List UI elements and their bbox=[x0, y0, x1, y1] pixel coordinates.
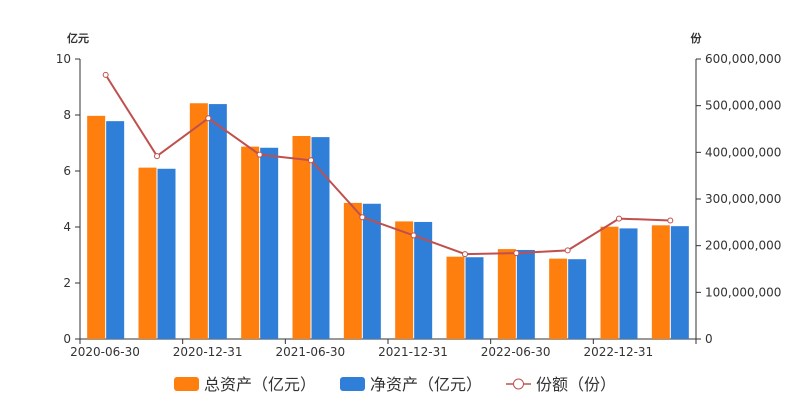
left-axis-tick-label: 6 bbox=[63, 164, 71, 178]
left-axis-unit-label: 亿元 bbox=[67, 31, 89, 45]
legend-swatch bbox=[340, 377, 365, 391]
bar-net-assets bbox=[208, 104, 227, 339]
right-axis-tick-label: 300,000,000 bbox=[705, 192, 781, 206]
legend-item: 总资产（亿元） bbox=[174, 375, 316, 394]
axes-layer: 亿元 份 0 2 4 6 8 10 0 100,000,000 200,000,000 300,000… bbox=[56, 31, 782, 359]
left-axis-tick-label: 4 bbox=[63, 220, 71, 234]
share-point bbox=[359, 214, 366, 221]
share-point bbox=[667, 217, 674, 224]
legend-item: 净资产（亿元） bbox=[340, 375, 482, 394]
line-layer bbox=[102, 71, 674, 258]
share-point bbox=[564, 247, 571, 254]
share-point bbox=[616, 215, 622, 222]
share-point bbox=[154, 153, 160, 160]
left-axis-tick-label: 8 bbox=[63, 108, 71, 122]
bar-total-assets bbox=[138, 167, 157, 339]
bar-total-assets bbox=[189, 103, 208, 340]
x-axis-tick-label: 2022-06-30 bbox=[481, 345, 551, 359]
legend-label: 总资产（亿元） bbox=[204, 375, 316, 394]
x-axis-tick-label: 2020-06-30 bbox=[70, 345, 140, 359]
bar-total-assets bbox=[600, 226, 619, 339]
bar-net-assets bbox=[157, 168, 176, 339]
bar-net-assets bbox=[106, 121, 125, 339]
bar-net-assets bbox=[362, 203, 381, 339]
bar-total-assets bbox=[446, 256, 465, 339]
bar-net-assets bbox=[465, 257, 484, 339]
share-point bbox=[205, 115, 212, 122]
x-axis-tick-label: 2020-12-31 bbox=[173, 345, 243, 359]
x-axis-tick-label: 2021-12-31 bbox=[378, 345, 448, 359]
bar-total-assets bbox=[395, 221, 414, 339]
bars-layer bbox=[87, 103, 689, 340]
right-axis-tick-label: 200,000,000 bbox=[705, 239, 781, 253]
share-point bbox=[462, 251, 468, 258]
x-axis-tick-label: 2022-12-31 bbox=[583, 345, 653, 359]
bar-total-assets bbox=[87, 115, 106, 339]
legend-label: 份额（份） bbox=[536, 375, 616, 394]
legend-item: 份额（份） bbox=[506, 375, 616, 394]
share-point bbox=[256, 151, 263, 158]
right-axis-tick-label: 600,000,000 bbox=[705, 52, 781, 66]
bar-total-assets bbox=[497, 249, 516, 339]
legend: 总资产（亿元） 净资产（亿元） 份额（份） bbox=[174, 375, 616, 394]
legend-marker bbox=[513, 378, 524, 390]
right-axis-tick-label: 100,000,000 bbox=[705, 285, 781, 299]
share-point bbox=[102, 71, 109, 78]
bar-net-assets bbox=[619, 228, 638, 339]
legend-label: 净资产（亿元） bbox=[370, 375, 482, 394]
bar-net-assets bbox=[516, 249, 535, 339]
left-axis-tick-label: 2 bbox=[63, 276, 71, 290]
bar-net-assets bbox=[311, 137, 330, 339]
bar-total-assets bbox=[343, 202, 362, 339]
bar-total-assets bbox=[292, 136, 311, 339]
legend-swatch bbox=[174, 377, 199, 391]
share-line bbox=[104, 74, 671, 256]
bar-net-assets bbox=[260, 147, 279, 339]
bar-net-assets bbox=[670, 226, 689, 339]
right-axis-unit-label: 份 bbox=[691, 31, 703, 45]
x-axis-tick-label: 2021-06-30 bbox=[275, 345, 345, 359]
left-axis-tick-label: 0 bbox=[63, 332, 71, 346]
bar-total-assets bbox=[549, 258, 568, 339]
right-axis-tick-label: 400,000,000 bbox=[705, 145, 781, 159]
left-axis-tick-label: 10 bbox=[56, 52, 71, 66]
bar-total-assets bbox=[651, 225, 670, 339]
bar-net-assets bbox=[414, 221, 433, 339]
share-point bbox=[308, 157, 314, 164]
bar-total-assets bbox=[241, 146, 260, 339]
bar-net-assets bbox=[568, 259, 587, 339]
right-axis-tick-label: 0 bbox=[705, 332, 713, 346]
share-point bbox=[410, 232, 417, 239]
right-axis-tick-label: 500,000,000 bbox=[705, 99, 781, 113]
share-point bbox=[513, 250, 520, 257]
